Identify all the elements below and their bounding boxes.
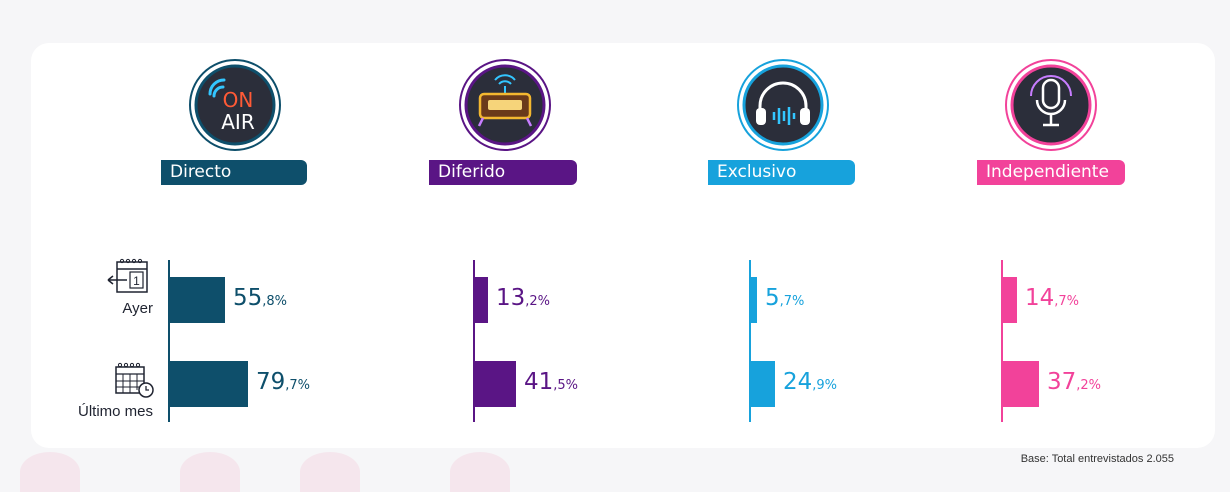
bar-independiente-ultimo-mes: [1003, 361, 1039, 407]
headphones-icon: [736, 58, 830, 152]
data-label-exclusivo-ultimo-mes: 24,9%: [783, 367, 837, 397]
data-label-integer: 24: [783, 369, 813, 395]
axis-line-diferido: [473, 260, 475, 422]
calendar-month-icon: [115, 362, 154, 398]
legend-label-exclusivo: Exclusivo: [708, 160, 855, 185]
data-label-decimal: ,9%: [812, 378, 838, 393]
calendar-day-number: 1: [133, 274, 140, 288]
data-label-decimal: ,5%: [553, 378, 579, 393]
on-text: ON: [223, 88, 254, 112]
data-label-integer: 41: [524, 369, 554, 395]
data-label-decimal: ,7%: [779, 294, 805, 309]
bar-exclusivo-ultimo-mes: [751, 361, 775, 407]
bar-diferido-ayer: [475, 277, 488, 323]
data-label-integer: 79: [256, 369, 286, 395]
data-label-decimal: ,2%: [1076, 378, 1102, 393]
decorative-shape: [180, 452, 240, 492]
bar-directo-ultimo-mes: [170, 361, 248, 407]
data-label-directo-ultimo-mes: 79,7%: [256, 367, 310, 397]
data-label-independiente-ayer: 14,7%: [1025, 283, 1079, 313]
axis-line-independiente: [1001, 260, 1003, 422]
legend-label-directo: Directo: [161, 160, 307, 185]
legend-label-independiente: Independiente: [977, 160, 1125, 185]
bar-diferido-ultimo-mes: [475, 361, 516, 407]
category-label-ayer: Ayer: [122, 300, 153, 317]
axis-line-exclusivo: [749, 260, 751, 422]
data-label-diferido-ultimo-mes: 41,5%: [524, 367, 578, 397]
data-label-integer: 5: [765, 285, 780, 311]
data-label-integer: 14: [1025, 285, 1055, 311]
category-label-ultimo-mes: Último mes: [77, 403, 153, 420]
calendar-day-icon: 1: [107, 258, 148, 293]
air-text: AIR: [221, 110, 255, 134]
bar-independiente-ayer: [1003, 277, 1017, 323]
bar-exclusivo-ayer: [751, 277, 757, 323]
data-label-exclusivo-ayer: 5,7%: [765, 283, 804, 313]
decorative-shape: [300, 452, 360, 492]
footer-base: Base: Total entrevistados 2.055: [1020, 453, 1174, 465]
radio-icon: [458, 58, 552, 152]
bar-directo-ayer: [170, 277, 225, 323]
axis-line-directo: [168, 260, 170, 422]
data-label-integer: 37: [1047, 369, 1077, 395]
decorative-shape: [450, 452, 510, 492]
on-air-icon: ON AIR: [188, 58, 282, 152]
data-label-integer: 13: [496, 285, 526, 311]
data-label-independiente-ultimo-mes: 37,2%: [1047, 367, 1101, 397]
data-label-directo-ayer: 55,8%: [233, 283, 287, 313]
data-label-decimal: ,7%: [1054, 294, 1080, 309]
data-label-decimal: ,2%: [525, 294, 551, 309]
data-label-decimal: ,7%: [285, 378, 311, 393]
legend-label-diferido: Diferido: [429, 160, 577, 185]
microphone-icon: [1004, 58, 1098, 152]
data-label-integer: 55: [233, 285, 263, 311]
data-label-decimal: ,8%: [262, 294, 288, 309]
data-label-diferido-ayer: 13,2%: [496, 283, 550, 313]
decorative-shape: [20, 452, 80, 492]
